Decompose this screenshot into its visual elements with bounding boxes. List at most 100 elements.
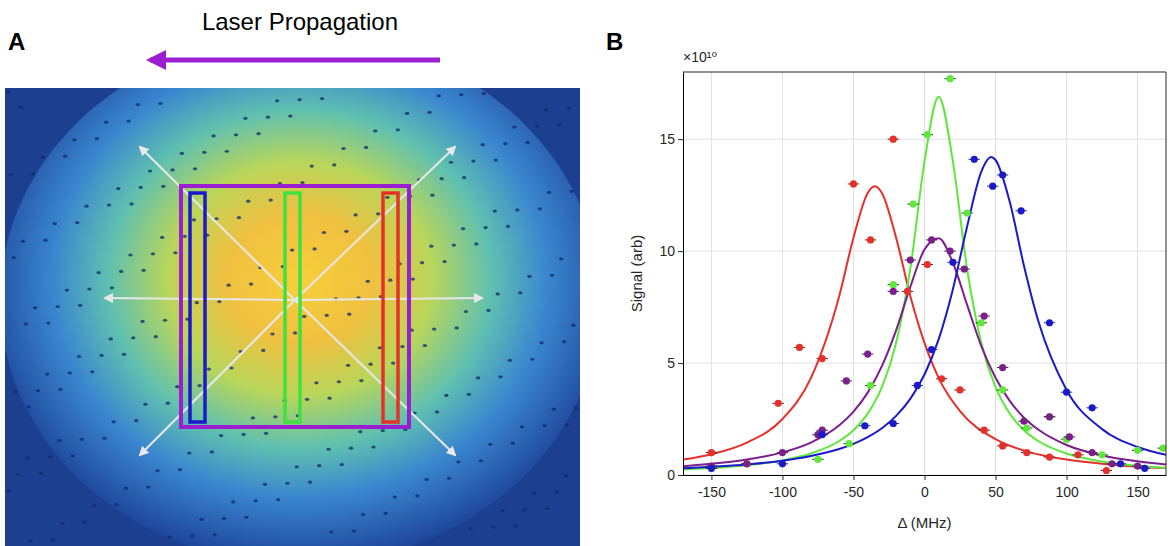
data-point: [1103, 467, 1110, 474]
speckle: [222, 517, 226, 520]
speckle: [249, 282, 253, 285]
speckle: [68, 371, 72, 374]
data-point: [1160, 445, 1166, 452]
speckle: [317, 464, 321, 467]
speckle: [325, 314, 329, 317]
speckle: [525, 141, 529, 144]
speckle: [161, 185, 165, 188]
tick: 100: [1055, 475, 1079, 500]
region-box: [181, 186, 409, 427]
frame: [683, 72, 1166, 73]
speckle: [449, 161, 453, 164]
speckle: [530, 358, 534, 361]
fit-line: [683, 186, 1166, 468]
speckle: [39, 472, 43, 475]
speckle: [341, 147, 345, 150]
speckle: [424, 478, 428, 481]
speckle: [488, 443, 492, 446]
data-point: [861, 422, 868, 429]
tick: 50: [988, 475, 1004, 500]
tick-label: 0: [667, 467, 675, 483]
speckle: [273, 415, 277, 418]
speckle: [364, 146, 368, 149]
grid-line: [683, 139, 1166, 140]
speckle: [261, 349, 265, 352]
fit-line: [683, 97, 1166, 470]
speckle: [297, 98, 301, 101]
speckle: [285, 482, 289, 485]
speckle: [554, 490, 558, 493]
data-point: [946, 248, 953, 255]
speckle: [332, 163, 336, 166]
tick-mark: [678, 475, 683, 476]
speckle: [63, 155, 67, 158]
speckle: [217, 300, 221, 303]
axis-multiplier: ×10¹⁰: [683, 49, 717, 65]
speckle: [140, 320, 144, 323]
speckle: [491, 526, 495, 529]
speckle: [109, 337, 113, 340]
grid-line: [711, 72, 712, 475]
tick-mark: [678, 363, 683, 364]
speckle: [515, 208, 519, 211]
y-axis-title: Signal (arb): [628, 235, 645, 313]
speckle: [60, 522, 64, 525]
axis-line: [683, 73, 684, 476]
speckle: [256, 132, 260, 135]
speckle: [290, 248, 294, 251]
speckle: [405, 112, 409, 115]
tick: -150: [698, 475, 726, 500]
speckle: [494, 158, 498, 161]
data-point: [1046, 413, 1053, 420]
speckle: [155, 469, 159, 472]
speckle: [461, 227, 465, 230]
data-point: [1020, 418, 1027, 425]
fit-line: [683, 157, 1166, 468]
speckle: [423, 344, 427, 347]
tick: 0: [921, 475, 929, 500]
speckle: [210, 450, 214, 453]
speckle: [99, 354, 103, 357]
data-point: [999, 442, 1006, 449]
data-point: [708, 465, 715, 472]
speckle: [359, 379, 363, 382]
data-point: [910, 200, 917, 207]
arrow: [295, 300, 455, 455]
speckle: [229, 366, 233, 369]
panel-a: Laser PropagationA: [0, 8, 600, 546]
speckle: [170, 168, 174, 171]
frame: [1166, 72, 1167, 475]
speckle: [510, 442, 514, 445]
speckle: [564, 474, 568, 477]
data-point: [775, 400, 782, 407]
speckle: [7, 489, 11, 492]
speckle: [544, 108, 548, 111]
data-point: [971, 156, 978, 163]
speckle: [126, 119, 130, 122]
y-axis: 051015: [659, 73, 683, 483]
speckle: [275, 99, 279, 102]
speckle: [500, 509, 504, 512]
speckle: [197, 384, 201, 387]
speckle: [173, 251, 177, 254]
data-point: [1074, 451, 1081, 458]
arrow: [140, 147, 295, 300]
speckle: [136, 103, 140, 106]
speckle: [545, 507, 549, 510]
speckle: [327, 397, 331, 400]
speckle: [468, 527, 472, 530]
speckle: [190, 534, 194, 537]
speckle: [193, 167, 197, 170]
speckle: [80, 438, 84, 441]
speckle: [154, 335, 158, 338]
grid-line: [995, 72, 996, 475]
data-point: [890, 420, 897, 427]
speckle: [246, 200, 250, 203]
speckle: [78, 304, 82, 307]
speckle: [270, 332, 274, 335]
speckle: [508, 359, 512, 362]
speckle: [241, 433, 245, 436]
speckle: [312, 247, 316, 250]
speckle: [535, 124, 539, 127]
data-point: [981, 427, 988, 434]
